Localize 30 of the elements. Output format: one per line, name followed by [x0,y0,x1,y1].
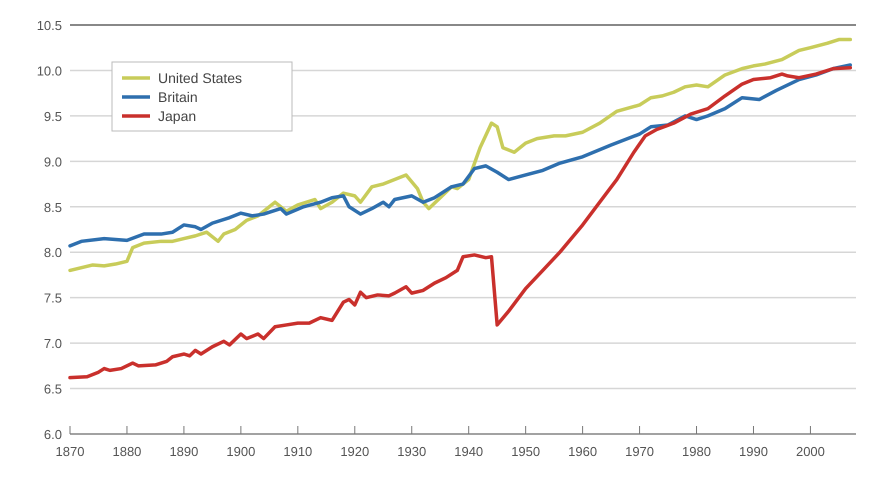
line-series [68,66,852,380]
x-tick-label: 1990 [739,444,768,459]
legend-label: Japan [158,108,196,124]
line-series [68,63,852,248]
y-tick-label: 8.5 [44,200,62,215]
y-tick-label: 6.5 [44,382,62,397]
y-tick-label: 8.0 [44,245,62,260]
y-tick-label: 7.0 [44,336,62,352]
x-tick-label: 1870 [56,444,84,459]
y-tick-label: 6.0 [44,427,62,442]
x-tick-label: 1920 [340,444,370,459]
x-tick-label: 1880 [112,444,142,459]
x-tick-label: 1900 [226,444,256,459]
x-tick-label: 1940 [454,444,484,459]
x-tick-label: 1930 [397,444,426,459]
y-tick-label: 9.5 [44,108,62,124]
x-tick-label: 1970 [625,444,654,459]
x-tick-label: 1890 [169,444,198,459]
x-tick-label: 1980 [682,444,711,459]
legend-label: Britain [158,89,198,105]
x-tick-label: 1960 [568,444,598,459]
y-tick-label: 9.0 [44,154,62,170]
line-series [68,38,852,272]
y-tick-label: 10.5 [36,18,62,33]
x-tick-label: 2000 [796,444,825,459]
legend-label: United States [158,70,242,86]
y-tick-label: 7.5 [44,290,62,306]
y-tick-label: 10.0 [36,63,62,78]
x-tick-label: 1950 [511,444,540,459]
x-tick-label: 1910 [283,444,312,459]
